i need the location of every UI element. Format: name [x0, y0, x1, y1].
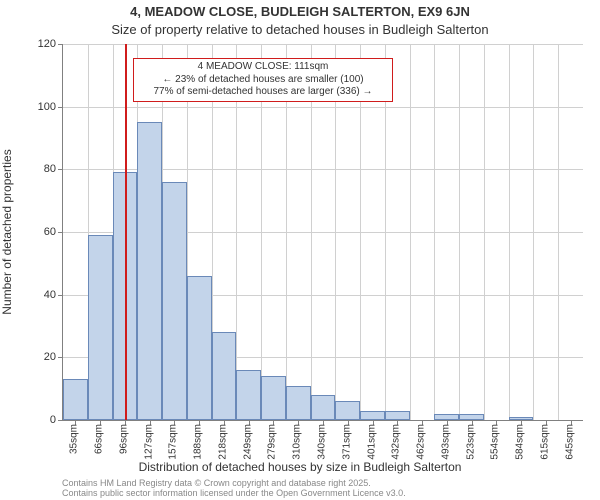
histogram-bar [311, 395, 336, 420]
xtick-label: 615sqm [539, 424, 550, 460]
histogram-bar [137, 122, 162, 420]
xtick-label: 66sqm [94, 424, 105, 454]
histogram-bar [261, 376, 286, 420]
xtick-label: 279sqm [267, 424, 278, 460]
ytick-label: 120 [16, 38, 56, 50]
xtick-label: 340sqm [317, 424, 328, 460]
ytick-label: 40 [16, 289, 56, 301]
annotation-line: 77% of semi-detached houses are larger (… [138, 86, 388, 99]
gridline-h [63, 107, 583, 108]
gridline-v [558, 44, 559, 420]
xtick-label: 645sqm [564, 424, 575, 460]
ytick-label: 60 [16, 226, 56, 238]
ytick-label: 80 [16, 163, 56, 175]
chart-container: 4, MEADOW CLOSE, BUDLEIGH SALTERTON, EX9… [0, 0, 600, 500]
ytick-mark [58, 420, 63, 421]
xtick-label: 249sqm [242, 424, 253, 460]
gridline-h [63, 44, 583, 45]
xtick-label: 157sqm [168, 424, 179, 460]
xtick-label: 432sqm [391, 424, 402, 460]
footer-attribution: Contains HM Land Registry data © Crown c… [62, 478, 406, 499]
annotation-line: ← 23% of detached houses are smaller (10… [138, 74, 388, 87]
xtick-label: 554sqm [490, 424, 501, 460]
footer-line-1: Contains HM Land Registry data © Crown c… [62, 478, 406, 488]
histogram-bar [187, 276, 212, 420]
gridline-v [484, 44, 485, 420]
annotation-box: 4 MEADOW CLOSE: 111sqm← 23% of detached … [133, 58, 393, 102]
xtick-label: 584sqm [515, 424, 526, 460]
xtick-label: 371sqm [341, 424, 352, 460]
histogram-bar [212, 332, 237, 420]
histogram-bar [385, 411, 410, 420]
ytick-mark [58, 295, 63, 296]
gridline-v [509, 44, 510, 420]
xtick-label: 401sqm [366, 424, 377, 460]
y-axis-label: Number of detached properties [0, 149, 14, 314]
ytick-mark [58, 107, 63, 108]
annotation-line: 4 MEADOW CLOSE: 111sqm [138, 61, 388, 74]
marker-line [125, 44, 127, 420]
histogram-bar [88, 235, 113, 420]
footer-line-2: Contains public sector information licen… [62, 488, 406, 498]
histogram-bar [236, 370, 261, 420]
ytick-label: 20 [16, 351, 56, 363]
gridline-v [459, 44, 460, 420]
xtick-label: 493sqm [440, 424, 451, 460]
gridline-v [434, 44, 435, 420]
xtick-label: 127sqm [143, 424, 154, 460]
chart-title-main: 4, MEADOW CLOSE, BUDLEIGH SALTERTON, EX9… [0, 4, 600, 19]
ytick-label: 0 [16, 414, 56, 426]
ytick-mark [58, 357, 63, 358]
histogram-bar [335, 401, 360, 420]
xtick-label: 35sqm [69, 424, 80, 454]
gridline-v [533, 44, 534, 420]
xtick-label: 188sqm [193, 424, 204, 460]
x-axis-label: Distribution of detached houses by size … [0, 460, 600, 474]
histogram-bar [162, 182, 187, 420]
xtick-label: 218sqm [217, 424, 228, 460]
histogram-bar [286, 386, 311, 420]
xtick-label: 310sqm [292, 424, 303, 460]
xtick-label: 96sqm [118, 424, 129, 454]
ytick-mark [58, 44, 63, 45]
plot-area: 4 MEADOW CLOSE: 111sqm← 23% of detached … [62, 44, 583, 421]
ytick-mark [58, 232, 63, 233]
xtick-label: 523sqm [465, 424, 476, 460]
histogram-bar [63, 379, 88, 420]
histogram-bar [360, 411, 385, 420]
ytick-label: 100 [16, 101, 56, 113]
xtick-label: 462sqm [416, 424, 427, 460]
ytick-mark [58, 169, 63, 170]
gridline-v [410, 44, 411, 420]
chart-title-sub: Size of property relative to detached ho… [0, 22, 600, 37]
